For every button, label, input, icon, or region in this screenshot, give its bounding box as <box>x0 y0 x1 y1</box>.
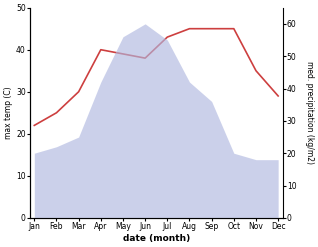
Y-axis label: max temp (C): max temp (C) <box>4 86 13 139</box>
X-axis label: date (month): date (month) <box>123 234 190 243</box>
Y-axis label: med. precipitation (kg/m2): med. precipitation (kg/m2) <box>305 61 314 164</box>
